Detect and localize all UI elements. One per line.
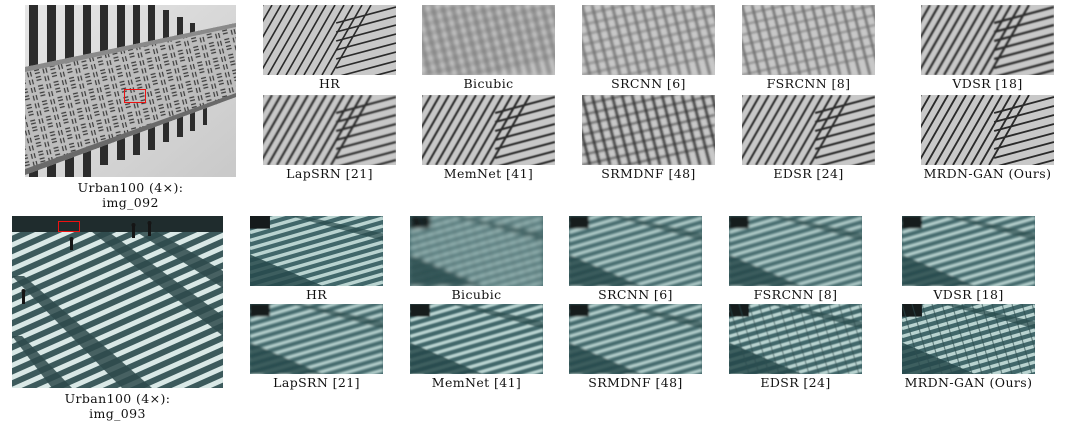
caption-line-1: Urban100 (4×):: [77, 180, 184, 195]
crop-bicubic: [422, 5, 555, 75]
caption-line-2: img_093: [89, 406, 146, 421]
crop-srcnn-6: [582, 5, 715, 75]
crop-label-edsr-24: EDSR [24]: [773, 166, 844, 181]
crop-srcnn-6: [569, 216, 702, 286]
crop-hr: [250, 216, 383, 286]
crop-mrdn-gan-ours: [902, 304, 1035, 374]
crop-label-vdsr-18: VDSR [18]: [952, 76, 1023, 91]
crop-label-hr: HR: [318, 76, 341, 91]
crop-hr: [263, 5, 396, 75]
crop-label-vdsr-18: VDSR [18]: [933, 287, 1004, 302]
crop-vdsr-18: [902, 216, 1035, 286]
crop-label-memnet-41: MemNet [41]: [443, 166, 534, 181]
crop-mrdn-gan-ours: [921, 95, 1054, 165]
crop-lapsrn-21: [263, 95, 396, 165]
crop-label-mrdn-gan-ours: MRDN-GAN (Ours): [904, 375, 1033, 390]
overview-caption: Urban100 (4×): img_093: [12, 391, 223, 421]
figure-img093: Urban100 (4×): img_093 HR Bicubic SRCNN [6…: [0, 212, 1076, 425]
crop-bicubic: [410, 216, 543, 286]
overview-image-floor: [12, 216, 223, 388]
crop-srmdnf-48: [582, 95, 715, 165]
crop-label-srmdnf-48: SRMDNF [48]: [601, 166, 696, 181]
caption-line-2: img_092: [102, 195, 159, 210]
crop-memnet-41: [422, 95, 555, 165]
crop-lapsrn-21: [250, 304, 383, 374]
figure-img092: Urban100 (4×): img_092 HR Bicubic SRCNN [6…: [0, 0, 1076, 212]
overview-caption: Urban100 (4×): img_092: [25, 180, 236, 210]
crop-label-fsrcnn-8: FSRCNN [8]: [766, 76, 851, 91]
crop-srmdnf-48: [569, 304, 702, 374]
crop-fsrcnn-8: [729, 216, 862, 286]
crop-edsr-24: [729, 304, 862, 374]
crop-label-mrdn-gan-ours: MRDN-GAN (Ours): [923, 166, 1052, 181]
crop-label-lapsrn-21: LapSRN [21]: [273, 375, 360, 390]
caption-line-1: Urban100 (4×):: [64, 391, 171, 406]
zoom-region-marker: [58, 221, 80, 232]
crop-fsrcnn-8: [742, 5, 875, 75]
zoom-region-marker: [124, 89, 146, 103]
crop-memnet-41: [410, 304, 543, 374]
crop-label-edsr-24: EDSR [24]: [760, 375, 831, 390]
crop-label-hr: HR: [305, 287, 328, 302]
crop-label-bicubic: Bicubic: [463, 76, 514, 91]
crop-label-bicubic: Bicubic: [451, 287, 502, 302]
crop-label-srmdnf-48: SRMDNF [48]: [588, 375, 683, 390]
crop-label-memnet-41: MemNet [41]: [431, 375, 522, 390]
crop-label-fsrcnn-8: FSRCNN [8]: [753, 287, 838, 302]
crop-label-lapsrn-21: LapSRN [21]: [286, 166, 373, 181]
crop-label-srcnn-6: SRCNN [6]: [598, 287, 673, 302]
crop-edsr-24: [742, 95, 875, 165]
overview-image-building: [25, 5, 236, 177]
crop-label-srcnn-6: SRCNN [6]: [611, 76, 686, 91]
crop-vdsr-18: [921, 5, 1054, 75]
